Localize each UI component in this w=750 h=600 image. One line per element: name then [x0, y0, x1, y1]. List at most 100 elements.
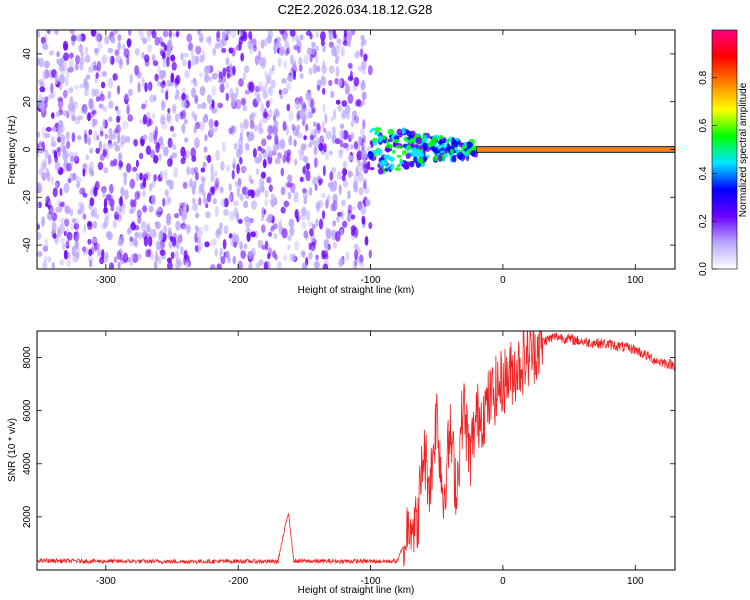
spectrogram-cell	[74, 84, 80, 90]
spectrogram-cell	[322, 87, 326, 95]
spectrogram-cell	[63, 42, 69, 51]
spectrogram-cell	[303, 230, 309, 239]
spectrogram-cell	[301, 221, 307, 230]
spectrogram-cell	[235, 99, 242, 110]
spectrogram-cell	[206, 192, 212, 203]
spectrogram-cell	[362, 134, 366, 144]
snr-x-tick-label: 0	[500, 576, 506, 587]
spectrogram-cell	[347, 190, 351, 200]
spectrogram-cell	[123, 48, 130, 58]
spectrogram-cell	[145, 249, 150, 258]
spectrogram-cell	[286, 149, 292, 157]
snr-frame	[36, 330, 676, 571]
spectrogram-cell	[200, 176, 206, 182]
spectrogram-cell	[102, 118, 106, 129]
spectrogram-cell	[132, 253, 139, 263]
spectrogram-cell	[112, 73, 119, 81]
spectrogram-cell	[69, 30, 75, 35]
spectrogram-cell	[359, 254, 364, 263]
spectrogram-cell	[305, 210, 311, 222]
spectrogram-cell	[51, 91, 56, 98]
spectrogram-cell	[120, 186, 125, 197]
spectrogram-cell	[88, 166, 93, 175]
spectrogram-cell	[378, 160, 386, 167]
spectrogram-cell	[316, 124, 321, 134]
spectrogram-cell	[166, 217, 171, 226]
spectrogram-cell	[324, 243, 329, 252]
spectrogram-cell	[89, 260, 93, 268]
spectrogram-cell	[79, 187, 86, 195]
spectrogram-cell	[387, 138, 393, 143]
spectrogram-cell	[299, 176, 304, 183]
spectrogram-cell	[64, 205, 71, 215]
snr-x-tick-label: -200	[228, 576, 248, 587]
spectrogram-cell	[170, 54, 176, 62]
spectrogram-cell	[112, 220, 118, 229]
spectrogram-cell	[110, 35, 116, 44]
spectrogram-cell	[255, 85, 259, 93]
spectrogram-cell	[228, 194, 233, 201]
spectrogram-cell	[367, 151, 374, 159]
spectrogram-x-ticks: -300 -200 -100 0 100	[96, 30, 644, 286]
spectrogram-cell	[123, 175, 127, 186]
spectrogram-cell	[248, 31, 253, 40]
spectrogram-cell	[274, 157, 281, 165]
spectrogram-cell	[151, 194, 157, 206]
spectrogram-cell	[74, 218, 80, 230]
spectrogram-cell	[181, 99, 187, 108]
spectrogram-cell	[340, 209, 345, 220]
spectrogram-cell	[85, 74, 91, 80]
spectrogram-cell	[214, 170, 218, 177]
colorbar: 0.0 0.2 0.4 0.6 0.8 Normalized spectral ampl…	[698, 29, 749, 276]
spectrogram-cell	[114, 145, 121, 152]
spectrogram-cell	[228, 183, 232, 192]
spectrogram-cell	[345, 110, 351, 120]
spectrogram-cell	[113, 256, 118, 262]
spectrogram-cell	[305, 30, 312, 36]
spectrogram-cell	[221, 141, 226, 153]
spectrogram-cell	[96, 134, 100, 141]
spectrogram-cell	[70, 223, 74, 231]
spectrogram-cell	[194, 212, 200, 219]
spectrogram-cell	[260, 102, 265, 114]
spectrogram-cell	[90, 30, 97, 37]
spectrogram-cell	[71, 34, 77, 42]
spectrogram-cell	[268, 150, 273, 158]
spectrogram-cell	[199, 183, 204, 193]
spectrogram-cell	[184, 137, 189, 143]
spectrogram-cell	[183, 150, 187, 161]
spectrogram-cell	[145, 226, 150, 234]
spectrogram-cell	[42, 261, 48, 269]
spectrogram-cell	[99, 93, 105, 102]
spectrogram-cell	[305, 257, 309, 266]
spectrogram-cell	[44, 132, 51, 139]
spectrogram-cell	[62, 242, 66, 251]
spectrogram-cell	[196, 103, 203, 109]
snr-y-label: SNR (10 * v/v)	[7, 418, 18, 482]
spectrogram-cell	[69, 86, 74, 94]
spectrogram-cell	[396, 154, 402, 158]
spectrogram-cell	[256, 93, 261, 100]
spectrogram-cell	[44, 238, 49, 249]
spectrogram-cell	[223, 30, 229, 39]
spectrogram-cell	[247, 81, 252, 91]
spectrogram-cell	[311, 41, 316, 48]
spectrogram-cell	[126, 163, 132, 173]
spectrogram-cell	[261, 206, 266, 218]
spectrogram-cell	[355, 98, 362, 106]
spectrogram-cell	[193, 113, 198, 122]
spectrogram-cell	[203, 197, 208, 207]
spectrogram-cell	[175, 220, 181, 231]
spectrogram-cell	[219, 186, 224, 194]
spectrogram-cell	[209, 264, 216, 269]
spectrogram-cell	[79, 186, 86, 194]
spectrogram-cell	[308, 242, 312, 250]
spectrogram-cell	[293, 196, 299, 203]
spectrogram-cell	[282, 88, 289, 95]
spectrogram-x-tick-label: 0	[500, 275, 506, 286]
spectrogram-cell	[67, 87, 71, 94]
spectrogram-cell	[56, 147, 61, 153]
colorbar-tick-label: 0.4	[698, 166, 709, 180]
spectrogram-cell	[95, 96, 101, 102]
spectrogram-cell	[201, 102, 207, 110]
